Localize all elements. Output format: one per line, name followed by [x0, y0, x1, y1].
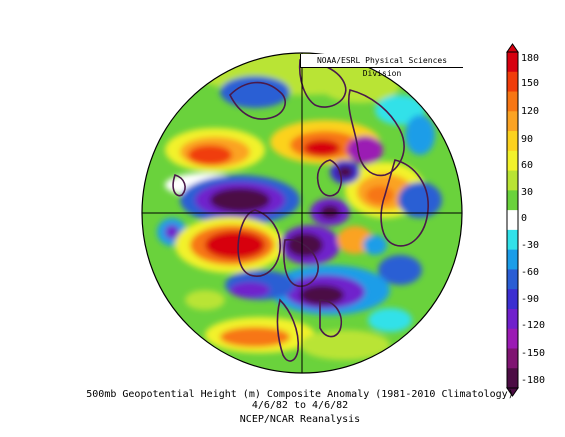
- colorbar-swatch: [507, 210, 518, 231]
- colorbar-swatch: [507, 289, 518, 310]
- colorbar-swatch: [507, 269, 518, 290]
- caption-dates: 4/6/82 to 4/6/82: [251, 400, 349, 411]
- caption-title: 500mb Geopotential Height (m) Composite …: [86, 389, 514, 400]
- colorbar-tick-label: 30: [521, 187, 534, 198]
- caption-source: NCEP/NCAR Reanalysis: [239, 414, 361, 425]
- colorbar-top-arrow: [506, 43, 519, 53]
- colorbar-tick-label: 180: [521, 53, 540, 64]
- colorbar-swatch: [507, 229, 518, 251]
- colorbar-tick-label: 0: [521, 213, 528, 224]
- colorbar-swatch: [507, 348, 518, 369]
- colorbar-swatch: [507, 308, 518, 330]
- colorbar-swatch: [507, 52, 518, 73]
- colorbar-swatch: [507, 131, 518, 152]
- colorbar-tick-label: -60: [521, 267, 540, 278]
- colorbar-tick-label: 150: [521, 78, 540, 89]
- colorbar-tick-label: -30: [521, 240, 540, 251]
- colorbar-swatch: [507, 328, 518, 349]
- colorbar-tick-label: -120: [521, 320, 546, 331]
- colorbar-tick-label: 120: [521, 106, 540, 117]
- colorbar-swatch: [507, 111, 518, 132]
- colorbar-swatch: [507, 150, 518, 172]
- colorbar-tick-label: -180: [521, 375, 546, 386]
- colorbar-swatch: [507, 71, 518, 93]
- colorbar-swatch: [507, 190, 518, 211]
- colorbar-swatch: [507, 249, 518, 270]
- colorbar-tick-label: -150: [521, 348, 546, 359]
- colorbar-tick-label: 60: [521, 160, 534, 171]
- colorbar: [506, 43, 519, 397]
- credit-label: NOAA/ESRL Physical Sciences Division: [300, 54, 463, 78]
- colorbar-tick-label: 90: [521, 134, 534, 145]
- map-border: [141, 52, 463, 374]
- colorbar-swatch: [507, 170, 518, 191]
- colorbar-swatch: [507, 91, 518, 112]
- colorbar-tick-label: -90: [521, 294, 540, 305]
- colorbar-frame: [506, 51, 519, 389]
- coastlines: [172, 59, 429, 362]
- colorbar-swatch: [507, 368, 518, 389]
